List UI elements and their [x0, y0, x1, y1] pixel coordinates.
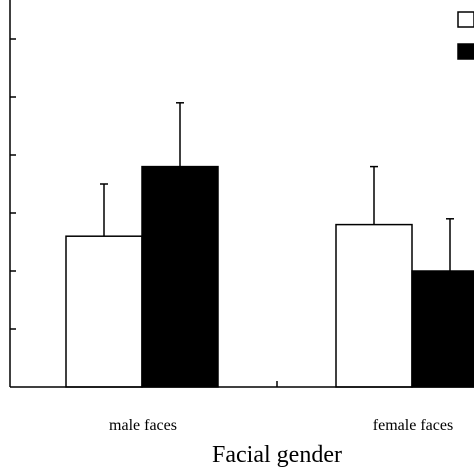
- bar-filled-0: [141, 165, 219, 388]
- x-axis-title: Facial gender: [212, 442, 342, 468]
- axes: [9, 0, 474, 388]
- x-tick-label-male-faces: male faces: [109, 417, 177, 434]
- bars-layer: [65, 165, 474, 388]
- x-tick-label-female-faces: female faces: [373, 417, 453, 434]
- error-bars-layer: [100, 102, 454, 271]
- legend-swatch-1: [457, 43, 474, 60]
- axis-ticks: [10, 38, 278, 387]
- bar-open-1: [335, 223, 413, 388]
- bar-filled-1: [411, 270, 474, 388]
- legend-swatch-0: [457, 11, 474, 28]
- legend: [457, 11, 474, 60]
- bar-open-0: [65, 235, 143, 388]
